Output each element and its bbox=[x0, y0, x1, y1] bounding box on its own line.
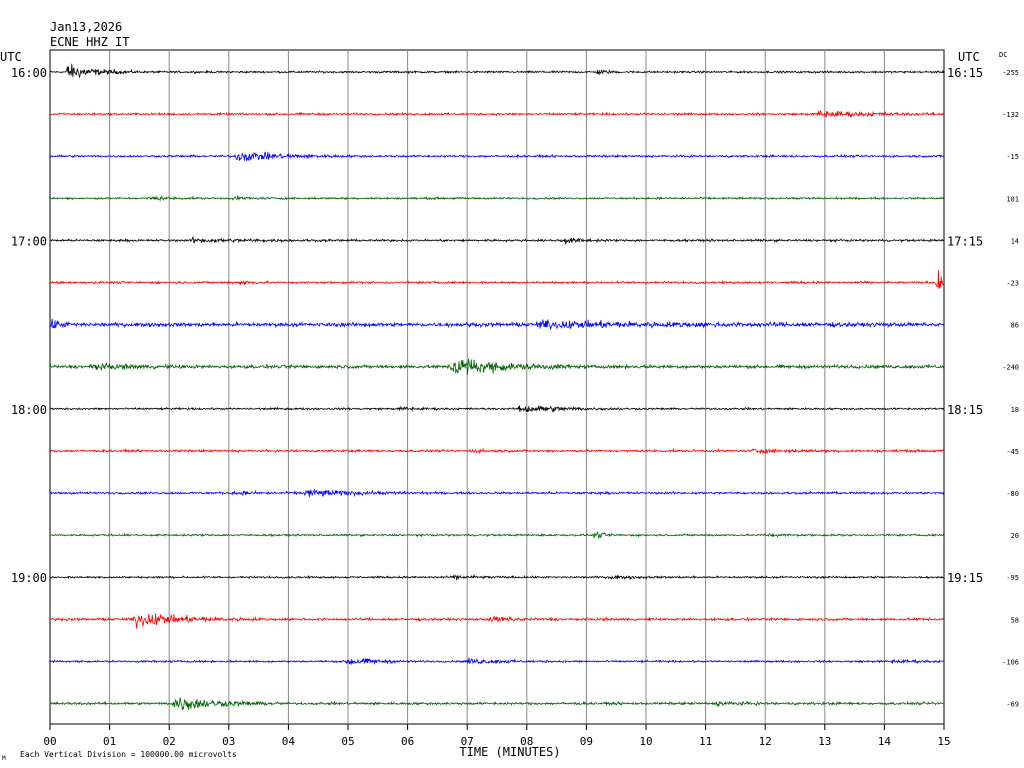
row-time-left: 19:00 bbox=[11, 571, 47, 585]
row-time-left: 17:00 bbox=[11, 234, 47, 248]
right-utc-label: UTC bbox=[958, 50, 980, 64]
x-tick-label: 08 bbox=[520, 735, 533, 748]
x-tick-label: 11 bbox=[699, 735, 712, 748]
dc-offset: 18 bbox=[1011, 406, 1019, 414]
x-tick-label: 09 bbox=[580, 735, 593, 748]
x-tick-label: 06 bbox=[401, 735, 414, 748]
dc-offset: -106 bbox=[1002, 658, 1019, 666]
dc-offset: -255 bbox=[1002, 69, 1019, 77]
dc-offset: 101 bbox=[1006, 195, 1019, 203]
dc-offset: -15 bbox=[1006, 153, 1019, 161]
x-tick-label: 10 bbox=[639, 735, 652, 748]
dc-offset: -132 bbox=[1002, 111, 1019, 119]
x-tick-label: 07 bbox=[461, 735, 474, 748]
dc-offset: -23 bbox=[1006, 280, 1019, 288]
dc-offset: -80 bbox=[1006, 490, 1019, 498]
dc-label: DC bbox=[999, 51, 1007, 59]
chart-date: Jan13,2026 bbox=[50, 20, 122, 34]
x-tick-label: 02 bbox=[163, 735, 176, 748]
row-time-right: 17:15 bbox=[947, 234, 983, 248]
trace-line bbox=[49, 151, 945, 162]
row-time-left: 16:00 bbox=[11, 66, 47, 80]
trace-line bbox=[49, 358, 945, 375]
x-tick-label: 05 bbox=[341, 735, 354, 748]
trace-line bbox=[49, 697, 945, 711]
trace-line bbox=[49, 195, 945, 202]
trace-line bbox=[49, 235, 945, 245]
trace-line bbox=[49, 488, 945, 498]
trace-line bbox=[49, 657, 945, 666]
row-time-right: 16:15 bbox=[947, 66, 983, 80]
row-labels: 16:00 16:15 -255 -132 -15 101 17:00 17:15 14 -23 8… bbox=[11, 66, 1019, 709]
dc-offset: 58 bbox=[1011, 616, 1019, 624]
x-tick-label: 14 bbox=[878, 735, 892, 748]
plot-frame bbox=[49, 49, 945, 725]
trace-line bbox=[49, 109, 945, 118]
x-tick-label: 03 bbox=[222, 735, 235, 748]
left-utc-label: UTC bbox=[0, 50, 22, 64]
dc-offset: 20 bbox=[1011, 532, 1019, 540]
trace-line bbox=[49, 405, 945, 414]
x-tick-label: 00 bbox=[43, 735, 56, 748]
trace-line bbox=[49, 318, 945, 330]
dc-offset: -69 bbox=[1006, 701, 1019, 709]
row-time-right: 19:15 bbox=[947, 571, 983, 585]
chart-grid bbox=[49, 49, 945, 725]
row-time-left: 18:00 bbox=[11, 403, 47, 417]
x-axis-title: TIME (MINUTES) bbox=[459, 745, 560, 759]
chart-station: ECNE HHZ IT bbox=[50, 35, 129, 49]
dc-offset: -45 bbox=[1006, 448, 1019, 456]
row-time-right: 18:15 bbox=[947, 403, 983, 417]
dc-offset: 86 bbox=[1011, 322, 1019, 330]
dc-offset: -240 bbox=[1002, 364, 1019, 372]
trace-group bbox=[49, 63, 945, 711]
trace-line bbox=[49, 613, 945, 629]
trace-line bbox=[49, 269, 945, 289]
x-tick-label: 15 bbox=[937, 735, 950, 748]
corner-mark: M bbox=[2, 755, 6, 762]
x-tick-label: 13 bbox=[818, 735, 831, 748]
trace-line bbox=[49, 531, 945, 539]
x-tick-label: 04 bbox=[282, 735, 296, 748]
x-tick-labels: 00 01 02 03 04 05 06 07 08 09 10 11 12 13 14 15 bbox=[43, 724, 951, 748]
trace-line bbox=[49, 63, 945, 79]
trace-line bbox=[49, 447, 945, 455]
x-tick-label: 12 bbox=[759, 735, 772, 748]
dc-offset: 14 bbox=[1011, 237, 1019, 245]
trace-line bbox=[49, 573, 945, 581]
x-tick-label: 01 bbox=[103, 735, 116, 748]
scale-note: Each Vertical Division = 100000.00 micro… bbox=[20, 750, 237, 759]
dc-offset: -95 bbox=[1006, 574, 1019, 582]
